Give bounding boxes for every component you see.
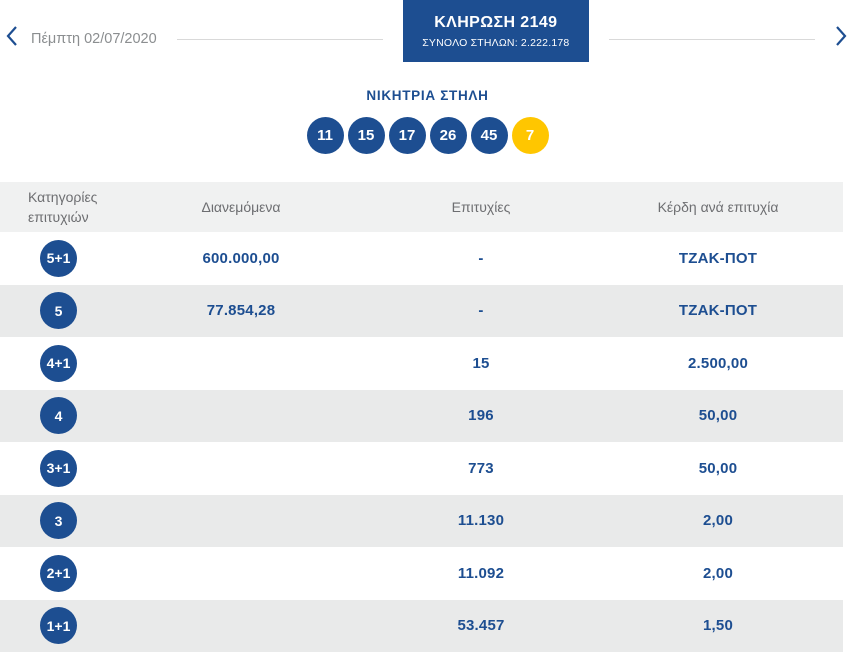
table-row: 1+1 53.457 1,50 <box>0 599 843 652</box>
category-badge: 4 <box>40 397 77 435</box>
table-row: 3 11.130 2,00 <box>0 494 843 547</box>
draw-date: Πέμπτη 02/07/2020 <box>31 31 157 47</box>
winning-numbers: 11 15 17 26 45 7 <box>0 117 855 154</box>
header-prize: Κέρδη ανά επιτυχία <box>657 199 779 215</box>
winners-cell: - <box>478 249 484 267</box>
total-columns-label: ΣΥΝΟΛΟ ΣΤΗΛΩΝ: 2.222.178 <box>422 36 570 49</box>
prize-cell: 2.500,00 <box>688 354 748 372</box>
winning-number-ball: 17 <box>388 117 426 154</box>
prize-cell: 2,00 <box>703 512 733 530</box>
prize-cell: ΤΖΑΚ-ΠΟΤ <box>678 302 758 320</box>
distributed-cell: 600.000,00 <box>202 249 280 267</box>
table-header-row: Κατηγορίες επιτυχιών Διανεμόμενα Επιτυχί… <box>0 182 843 232</box>
distributed-cell: 77.854,28 <box>206 302 276 320</box>
table-row: 5 77.854,28 - ΤΖΑΚ-ΠΟΤ <box>0 284 843 337</box>
prize-table: Κατηγορίες επιτυχιών Διανεμόμενα Επιτυχί… <box>0 182 855 652</box>
category-badge: 2+1 <box>40 554 77 592</box>
header-winners: Επιτυχίες <box>451 199 511 215</box>
table-row: 5+1 600.000,00 - ΤΖΑΚ-ΠΟΤ <box>0 232 843 285</box>
joker-number-ball: 7 <box>511 117 549 154</box>
winning-number-ball: 45 <box>470 117 508 154</box>
winners-cell: 53.457 <box>457 617 505 635</box>
table-row: 2+1 11.092 2,00 <box>0 547 843 600</box>
category-badge: 4+1 <box>40 344 77 382</box>
winning-number-ball: 15 <box>347 117 385 154</box>
winners-cell: 11.092 <box>457 564 505 582</box>
prize-cell: 50,00 <box>698 459 738 477</box>
prize-cell: 50,00 <box>698 407 738 425</box>
prize-cell: 2,00 <box>703 564 733 582</box>
category-badge: 5 <box>40 292 77 330</box>
draw-title: ΚΛΗΡΩΣΗ 2149 <box>434 13 558 31</box>
table-row: 4 196 50,00 <box>0 389 843 442</box>
draw-header: Πέμπτη 02/07/2020 ΚΛΗΡΩΣΗ 2149 ΣΥΝΟΛΟ ΣΤ… <box>0 0 855 62</box>
chevron-left-icon <box>6 26 17 46</box>
winners-cell: 773 <box>468 459 494 477</box>
winning-column-label: ΝΙΚΗΤΡΙΑ ΣΤΗΛΗ <box>366 88 489 103</box>
winners-cell: 196 <box>468 407 494 425</box>
category-badge: 5+1 <box>40 239 77 277</box>
prize-cell: ΤΖΑΚ-ΠΟΤ <box>678 249 758 267</box>
winners-cell: 15 <box>472 354 490 372</box>
divider-line-right <box>608 38 815 40</box>
category-badge: 3 <box>40 502 77 540</box>
winners-cell: - <box>478 302 484 320</box>
winning-number-ball: 11 <box>306 117 344 154</box>
chevron-right-icon <box>836 26 847 46</box>
divider-line-left <box>176 38 383 40</box>
table-row: 3+1 773 50,00 <box>0 442 843 495</box>
category-badge: 3+1 <box>40 449 77 487</box>
next-draw-button[interactable] <box>835 15 848 47</box>
draw-title-box: ΚΛΗΡΩΣΗ 2149 ΣΥΝΟΛΟ ΣΤΗΛΩΝ: 2.222.178 <box>402 0 589 62</box>
prev-draw-button[interactable] <box>5 15 18 47</box>
header-category: Κατηγορίες επιτυχιών <box>28 188 98 225</box>
prize-cell: 1,50 <box>703 617 733 635</box>
header-distributed: Διανεμόμενα <box>201 199 281 215</box>
winning-number-ball: 26 <box>429 117 467 154</box>
winners-cell: 11.130 <box>457 512 505 530</box>
category-badge: 1+1 <box>40 607 77 645</box>
table-row: 4+1 15 2.500,00 <box>0 337 843 390</box>
